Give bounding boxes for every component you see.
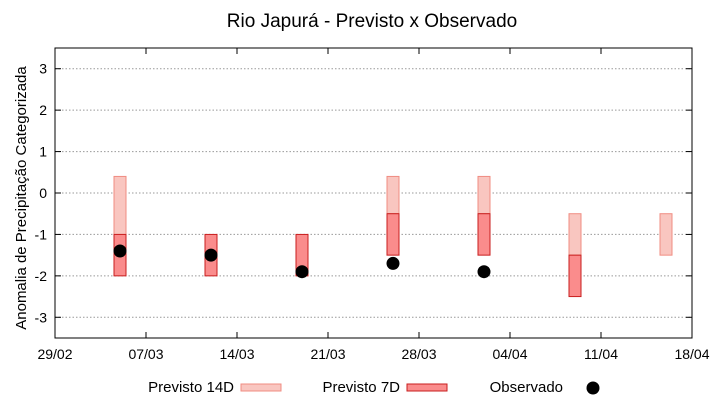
x-tick-label: 04/04 [492,346,527,362]
x-tick-label: 21/03 [310,346,345,362]
observado-point [113,244,127,258]
y-tick-label: 1 [39,144,47,160]
chart-title: Rio Japurá - Previsto x Observado [227,11,517,32]
previsto-7d-bar [386,213,400,256]
y-tick-label: 2 [39,102,47,118]
gridlines [55,68,692,318]
legend-swatch-previsto-7d [406,383,448,392]
legend: Previsto 14D Previsto 7D Observado [148,379,600,396]
legend-label-previsto-7d: Previsto 7D [322,379,400,396]
y-axis-label: Anomalia de Precipitação Categorizada [13,66,30,330]
previsto-7d-bar [568,254,582,298]
legend-label-observado: Observado [490,379,563,396]
legend-label-previsto-14d: Previsto 14D [148,379,234,396]
previsto-14d-bar [386,175,400,215]
previsto-14d-bar [477,175,491,215]
previsto-14d-bar [568,213,582,256]
y-tick-label: -1 [35,226,48,242]
x-tick-label: 07/03 [128,346,163,362]
x-tick-label: 11/04 [584,346,618,362]
previsto-7d-bar [477,213,491,256]
x-tick-label: 14/03 [219,346,254,362]
observado-point [204,248,218,262]
observado-point [477,265,491,279]
y-tick-label: -2 [35,268,48,284]
axis-ticks: -3 -2 -1 0 1 2 3 29/02 07/03 14/03 21/03 28/03 04/04… [35,48,710,362]
data-marks [113,175,673,298]
x-tick-label: 18/04 [674,346,709,362]
previsto-14d-bar [113,175,127,235]
y-tick-label: -3 [35,309,48,325]
legend-marker-observado [586,381,600,395]
x-tick-label: 29/02 [37,346,72,362]
x-tick-label: 28/03 [401,346,436,362]
previsto-14d-bar [659,213,673,256]
legend-swatch-previsto-14d [240,383,282,392]
observado-point [295,265,309,279]
y-tick-label: 3 [39,61,47,77]
observado-point [386,256,400,270]
y-tick-label: 0 [39,185,47,201]
